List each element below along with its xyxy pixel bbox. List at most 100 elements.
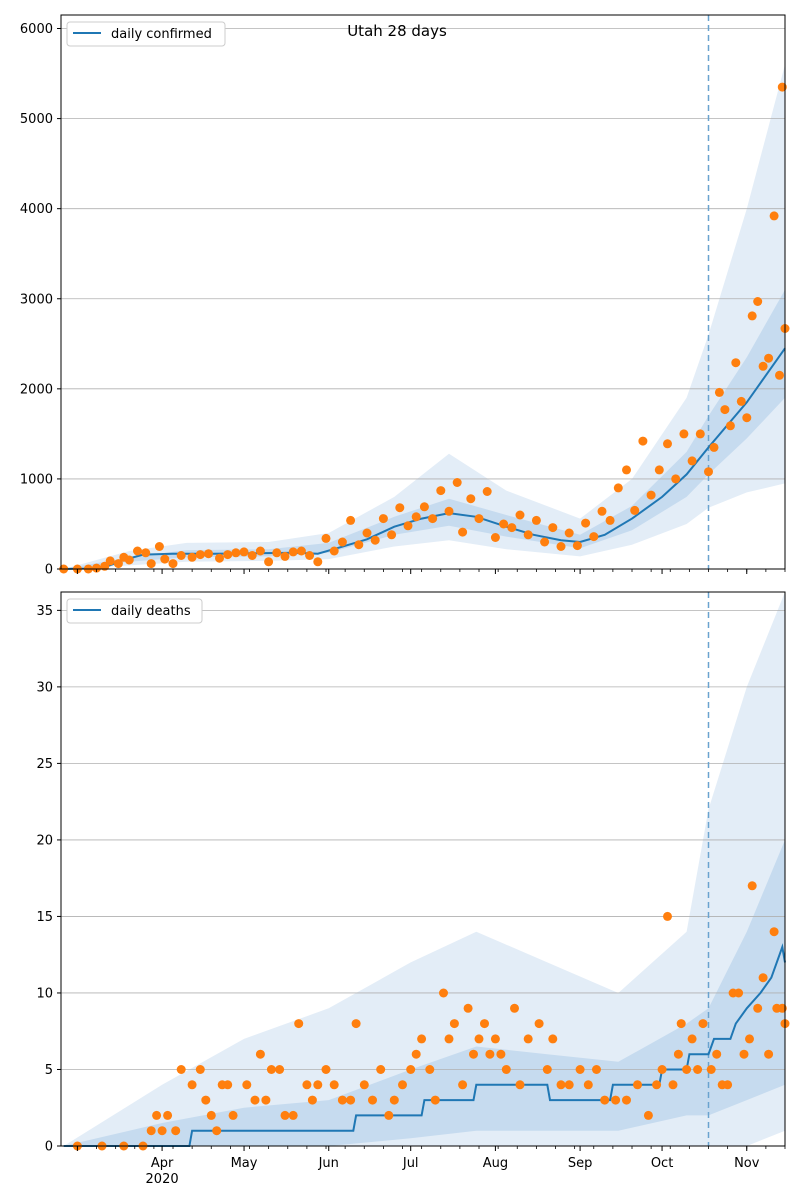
deaths-data-point [657, 1065, 667, 1074]
deaths-data-point [534, 1019, 544, 1029]
deaths-data-point [411, 1049, 421, 1059]
deaths-data-point [449, 1019, 459, 1029]
deaths-data-point [384, 1110, 394, 1120]
confirmed-data-point [747, 311, 757, 321]
confirmed-data-point [736, 396, 746, 406]
deaths-data-point [288, 1110, 298, 1120]
confirmed-data-point [92, 563, 101, 573]
deaths-data-point [753, 1003, 763, 1013]
deaths-data-point [712, 1049, 722, 1059]
confirmed-data-point [223, 550, 233, 560]
confirmed-data-point [523, 530, 533, 540]
chart-title: Utah 28 days [347, 22, 447, 40]
deaths-x-tick-label: Nov [734, 1156, 760, 1171]
deaths-data-point [337, 1095, 347, 1105]
confirmed-data-point [758, 361, 768, 371]
confirmed-data-point [769, 211, 779, 221]
confirmed-data-point [370, 535, 380, 545]
deaths-data-point [329, 1080, 339, 1090]
deaths-data-point [307, 1095, 317, 1105]
confirmed-data-point [395, 503, 405, 513]
deaths-y-tick-label: 25 [36, 757, 53, 772]
confirmed-data-point [753, 297, 763, 306]
confirmed-y-tick-label: 4000 [20, 202, 53, 217]
deaths-data-point [389, 1095, 399, 1105]
confirmed-data-point [436, 486, 446, 496]
confirmed-data-point [296, 546, 306, 556]
confirmed-data-point [581, 518, 591, 528]
deaths-data-point [157, 1126, 167, 1136]
confirmed-inner-band [63, 289, 785, 569]
confirmed-data-point [775, 370, 784, 380]
confirmed-y-tick-label: 3000 [20, 292, 53, 307]
confirmed-legend-box [66, 21, 226, 47]
deaths-data-point [652, 1080, 662, 1090]
confirmed-y-tick-label: 2000 [20, 382, 53, 397]
deaths-axes-frame [60, 591, 786, 1147]
deaths-data-point [480, 1019, 489, 1029]
deaths-data-point [266, 1065, 276, 1074]
deaths-data-point [313, 1080, 323, 1090]
confirmed-data-point [168, 559, 178, 569]
confirmed-data-point [337, 537, 347, 547]
deaths-data-point [206, 1110, 216, 1120]
deaths-data-point [228, 1110, 238, 1120]
confirmed-data-point [499, 519, 509, 529]
deaths-data-point [583, 1080, 593, 1090]
deaths-data-point [346, 1095, 356, 1105]
deaths-data-point [723, 1080, 733, 1090]
confirmed-data-point [428, 514, 438, 524]
deaths-y-tick-label: 30 [36, 680, 53, 695]
deaths-data-point [201, 1095, 211, 1105]
confirmed-data-point [482, 487, 492, 496]
deaths-data-point [171, 1126, 181, 1136]
deaths-data-point [687, 1034, 697, 1044]
deaths-data-point [146, 1126, 156, 1136]
deaths-data-point [321, 1065, 331, 1074]
confirmed-data-point [540, 537, 550, 547]
confirmed-data-point [597, 506, 607, 516]
confirmed-legend-label: daily confirmed [111, 27, 212, 42]
confirmed-data-point [731, 358, 741, 368]
confirmed-data-point [679, 429, 689, 439]
confirmed-data-point [387, 530, 397, 540]
deaths-x-tick-label: May [231, 1156, 258, 1171]
confirmed-data-point [264, 557, 274, 567]
confirmed-plot-area: 0 1000 2000 3000 4000 5000 6000 [20, 14, 790, 578]
deaths-data-point [523, 1034, 533, 1044]
confirmed-data-point [709, 442, 719, 452]
deaths-x-tick-label: Apr [151, 1156, 174, 1171]
confirmed-data-point [160, 554, 170, 564]
deaths-y-tick-label: 0 [45, 1140, 53, 1155]
deaths-data-point [212, 1126, 222, 1136]
deaths-data-point [501, 1065, 511, 1074]
confirmed-data-point [630, 505, 640, 515]
confirmed-data-point [704, 467, 713, 477]
deaths-data-point [698, 1019, 708, 1029]
confirmed-data-point [124, 555, 134, 565]
deaths-data-point [676, 1019, 686, 1029]
confirmed-data-point [362, 528, 372, 538]
deaths-y-tick-label: 15 [36, 910, 53, 925]
deaths-data-point [668, 1080, 678, 1090]
confirmed-y-tick-label: 6000 [20, 22, 53, 37]
confirmed-data-point [215, 553, 224, 563]
deaths-data-point [255, 1049, 265, 1059]
deaths-data-point [376, 1065, 386, 1074]
confirmed-data-point [419, 502, 429, 512]
deaths-data-point [398, 1080, 407, 1090]
deaths-data-point [693, 1065, 703, 1074]
deaths-data-point [769, 927, 779, 937]
confirmed-data-point [313, 557, 323, 567]
deaths-x-tick-label: Jun [318, 1156, 339, 1171]
deaths-data-point [444, 1034, 454, 1044]
deaths-data-point [458, 1080, 468, 1090]
deaths-data-point [510, 1003, 519, 1013]
deaths-data-point [294, 1019, 304, 1029]
confirmed-data-point [663, 439, 672, 449]
deaths-data-point [490, 1034, 500, 1044]
deaths-data-point [706, 1065, 716, 1074]
deaths-data-point [542, 1065, 552, 1074]
confirmed-axes-frame [60, 14, 786, 570]
